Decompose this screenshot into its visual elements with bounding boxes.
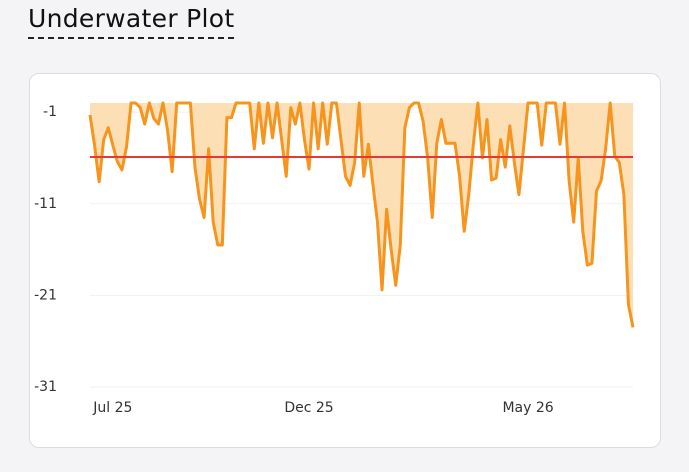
x-tick-label: Jul 25 — [92, 400, 132, 416]
y-tick-label: -1 — [43, 104, 57, 120]
y-tick-label: -31 — [34, 379, 57, 395]
x-tick-label: Dec 25 — [284, 400, 333, 416]
line — [88, 101, 635, 328]
page-title: Underwater Plot — [28, 4, 235, 39]
y-tick-label: -11 — [34, 196, 57, 212]
x-tick-label: May 26 — [502, 400, 553, 416]
y-tick-label: -21 — [34, 287, 57, 303]
